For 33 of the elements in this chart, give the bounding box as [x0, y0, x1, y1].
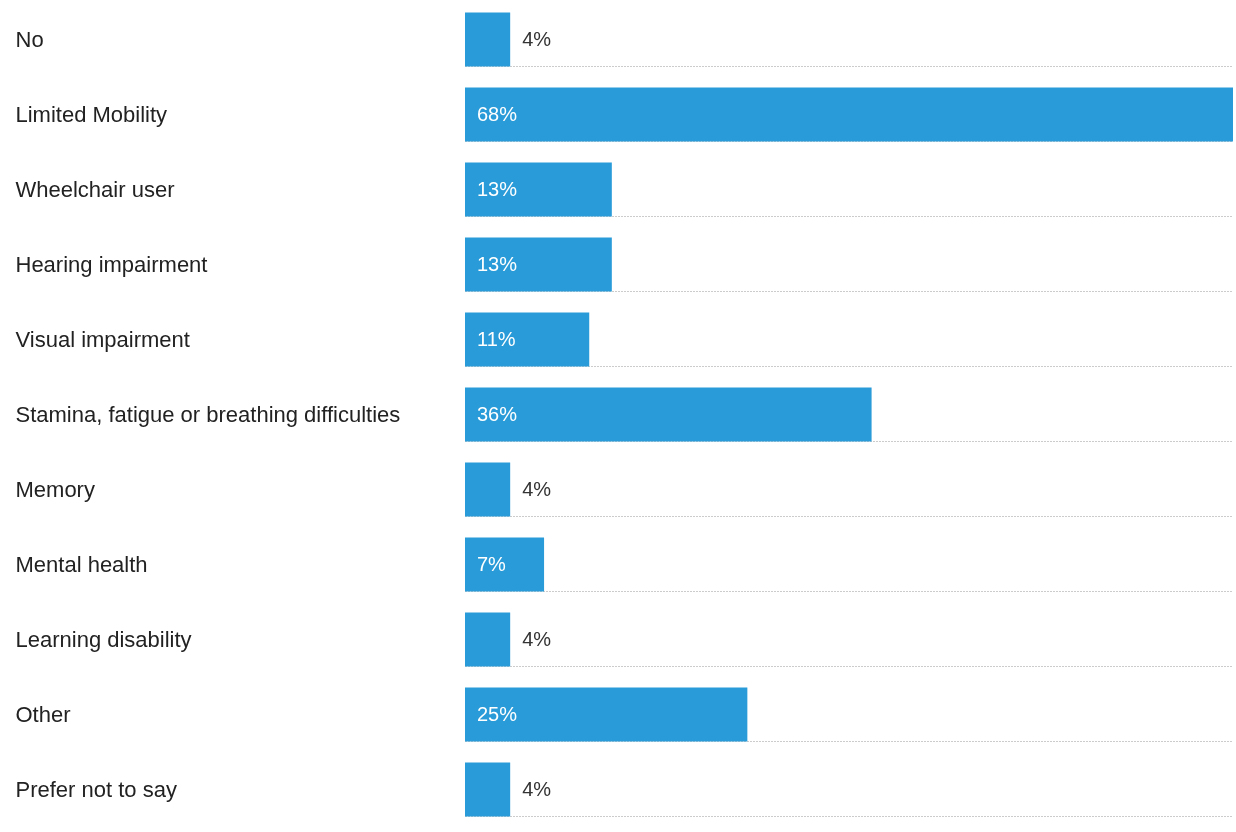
data-label: 11% — [477, 327, 516, 350]
data-label: 13% — [477, 177, 518, 200]
bar — [465, 87, 1233, 142]
y-tick-label: Other — [15, 701, 71, 727]
data-label: 4% — [522, 27, 552, 50]
bar — [465, 687, 748, 742]
data-label: 4% — [522, 777, 552, 800]
y-tick-label: Stamina, fatigue or breathing difficulties — [15, 401, 401, 427]
bar — [465, 387, 872, 442]
bar — [465, 762, 511, 817]
y-tick-label: Prefer not to say — [15, 776, 177, 802]
bar — [465, 537, 545, 592]
data-label: 4% — [522, 627, 552, 650]
data-label: 25% — [477, 702, 518, 725]
bar — [465, 612, 511, 667]
data-label: 4% — [522, 477, 552, 500]
y-tick-label: Limited Mobility — [15, 101, 168, 127]
bar — [465, 12, 511, 67]
bar — [465, 462, 511, 517]
y-tick-label: Wheelchair user — [15, 176, 175, 202]
data-label: 36% — [477, 402, 518, 425]
data-label: 68% — [477, 102, 518, 125]
y-tick-label: Memory — [15, 476, 95, 502]
data-label: 13% — [477, 252, 518, 275]
bar — [465, 162, 612, 217]
bar — [465, 312, 590, 367]
y-tick-label: Visual impairment — [15, 326, 190, 352]
y-tick-label: Hearing impairment — [15, 251, 208, 277]
bar — [465, 237, 612, 292]
data-label: 7% — [477, 552, 507, 575]
y-tick-label: No — [15, 26, 44, 52]
y-tick-label: Learning disability — [15, 626, 192, 652]
y-tick-label: Mental health — [15, 551, 148, 577]
